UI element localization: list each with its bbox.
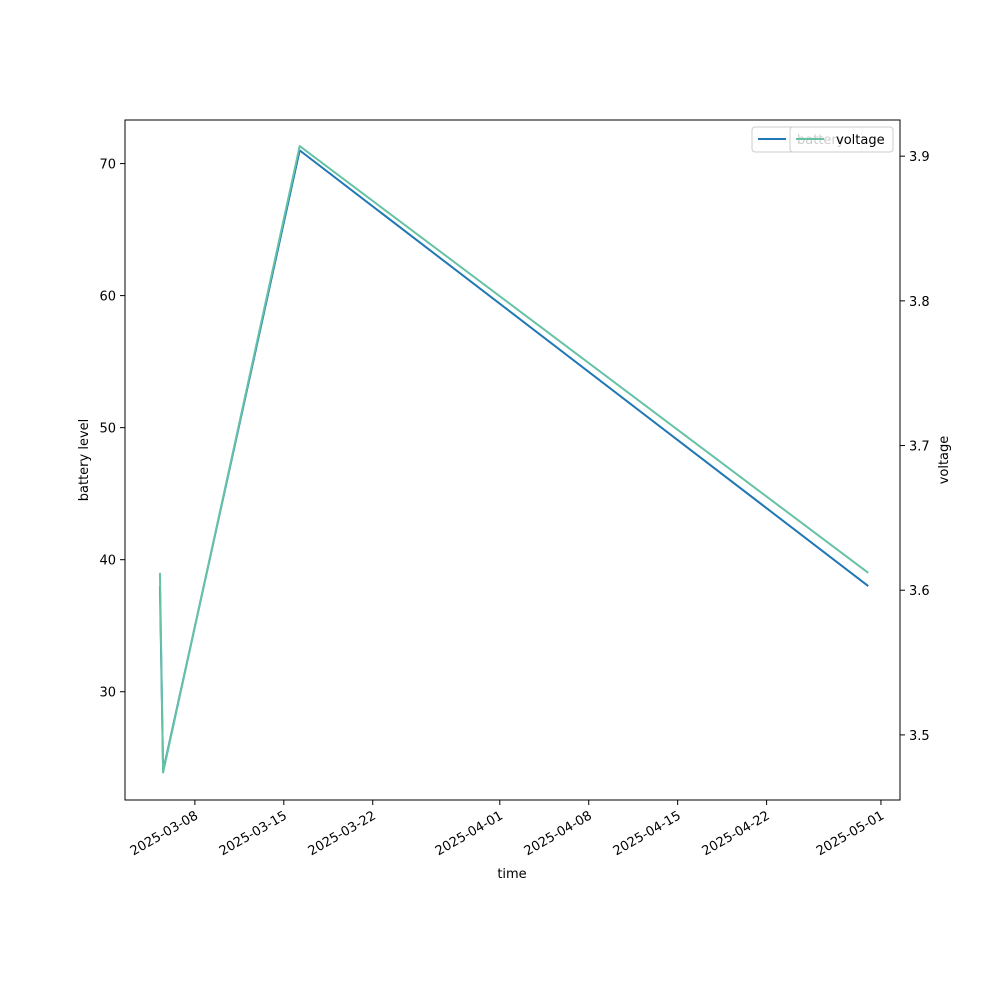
x-axis-title: time [497, 867, 526, 882]
legend-voltage-label: voltage [836, 133, 885, 148]
y-left-tick-label: 30 [99, 686, 116, 701]
plot-background [125, 120, 900, 800]
y-left-tick-label: 40 [99, 554, 116, 569]
x-tick-label: 2025-03-15 [217, 808, 290, 859]
y-right-axis-title: voltage [937, 436, 952, 485]
plot-frame [124, 119, 901, 801]
x-tick-label: 2025-03-08 [128, 808, 201, 859]
series-line-voltage [158, 145, 869, 774]
x-axis: 2025-03-08 2025-03-15 2025-03-22 2025-04-01… [128, 800, 887, 859]
x-tick-label: 2025-04-15 [611, 808, 684, 859]
y-right-tick-label: 3.9 [909, 150, 930, 165]
legend-voltage-box [789, 126, 894, 153]
y-right-tick-label: 3.6 [909, 584, 930, 599]
series-layer [158, 145, 869, 774]
y-right-tick-label: 3.7 [909, 440, 930, 455]
y-right-tick-label: 3.8 [909, 295, 930, 310]
y-left-axis: 30 40 50 60 70 [99, 158, 125, 701]
y-left-tick-label: 50 [99, 422, 116, 437]
y-left-tick-label: 60 [99, 290, 116, 305]
x-tick-label: 2025-04-01 [433, 808, 506, 859]
legend-voltage: voltage [789, 126, 894, 153]
y-right-tick-label: 3.5 [909, 729, 930, 744]
y-right-axis: 3.5 3.6 3.7 3.8 3.9 [900, 150, 930, 744]
x-tick-label: 2025-04-08 [522, 808, 595, 859]
x-tick-label: 2025-03-22 [306, 808, 379, 859]
x-tick-label: 2025-05-01 [814, 808, 887, 859]
x-tick-label: 2025-04-22 [700, 808, 773, 859]
y-left-axis-title: battery level [77, 419, 92, 502]
y-left-tick-label: 70 [99, 158, 116, 173]
